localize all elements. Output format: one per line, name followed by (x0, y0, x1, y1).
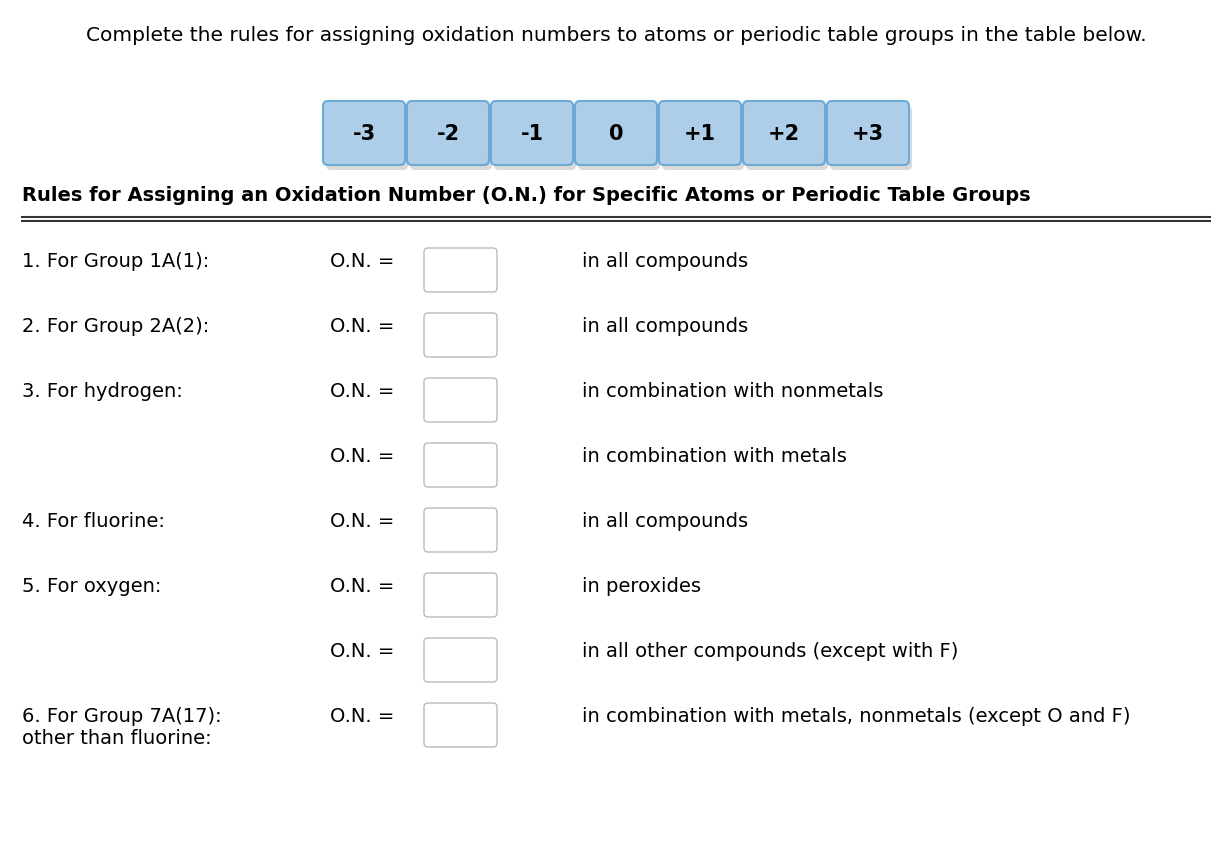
Text: in all other compounds (except with F): in all other compounds (except with F) (582, 641, 958, 660)
FancyBboxPatch shape (747, 107, 828, 171)
Text: O.N. =: O.N. = (330, 641, 394, 660)
Text: in all compounds: in all compounds (582, 252, 748, 270)
FancyBboxPatch shape (424, 379, 496, 422)
FancyBboxPatch shape (410, 107, 492, 171)
Text: 2. For Group 2A(2):: 2. For Group 2A(2): (22, 316, 209, 335)
FancyBboxPatch shape (743, 102, 825, 165)
Text: O.N. =: O.N. = (330, 381, 394, 401)
Text: in peroxides: in peroxides (582, 577, 701, 595)
Text: -3: -3 (352, 124, 376, 144)
Text: O.N. =: O.N. = (330, 706, 394, 725)
FancyBboxPatch shape (575, 102, 657, 165)
FancyBboxPatch shape (424, 508, 496, 553)
FancyBboxPatch shape (424, 249, 496, 293)
Text: in combination with metals: in combination with metals (582, 446, 846, 466)
Text: -1: -1 (520, 124, 543, 144)
Text: -2: -2 (436, 124, 460, 144)
FancyBboxPatch shape (323, 102, 405, 165)
Text: O.N. =: O.N. = (330, 512, 394, 531)
FancyBboxPatch shape (424, 444, 496, 487)
Text: 5. For oxygen:: 5. For oxygen: (22, 577, 161, 595)
FancyBboxPatch shape (827, 102, 909, 165)
Text: 3. For hydrogen:: 3. For hydrogen: (22, 381, 182, 401)
FancyBboxPatch shape (659, 102, 740, 165)
Text: 4. For fluorine:: 4. For fluorine: (22, 512, 165, 531)
Text: +1: +1 (684, 124, 716, 144)
Text: O.N. =: O.N. = (330, 316, 394, 335)
FancyBboxPatch shape (494, 107, 577, 171)
Text: 0: 0 (609, 124, 623, 144)
FancyBboxPatch shape (578, 107, 660, 171)
Text: in all compounds: in all compounds (582, 512, 748, 531)
FancyBboxPatch shape (492, 102, 573, 165)
FancyBboxPatch shape (424, 314, 496, 357)
FancyBboxPatch shape (326, 107, 408, 171)
Text: O.N. =: O.N. = (330, 577, 394, 595)
Text: O.N. =: O.N. = (330, 446, 394, 466)
FancyBboxPatch shape (424, 638, 496, 682)
FancyBboxPatch shape (830, 107, 912, 171)
FancyBboxPatch shape (424, 573, 496, 618)
Text: +3: +3 (853, 124, 885, 144)
Text: Rules for Assigning an Oxidation Number (O.N.) for Specific Atoms or Periodic Ta: Rules for Assigning an Oxidation Number … (22, 186, 1031, 205)
Text: Complete the rules for assigning oxidation numbers to atoms or periodic table gr: Complete the rules for assigning oxidati… (86, 26, 1146, 45)
Text: in combination with metals, nonmetals (except O and F): in combination with metals, nonmetals (e… (582, 706, 1131, 725)
Text: O.N. =: O.N. = (330, 252, 394, 270)
FancyBboxPatch shape (424, 703, 496, 747)
Text: +2: +2 (768, 124, 800, 144)
Text: other than fluorine:: other than fluorine: (22, 728, 212, 747)
Text: in all compounds: in all compounds (582, 316, 748, 335)
Text: 1. For Group 1A(1):: 1. For Group 1A(1): (22, 252, 209, 270)
Text: 6. For Group 7A(17):: 6. For Group 7A(17): (22, 706, 222, 725)
Text: in combination with nonmetals: in combination with nonmetals (582, 381, 883, 401)
FancyBboxPatch shape (407, 102, 489, 165)
FancyBboxPatch shape (662, 107, 744, 171)
